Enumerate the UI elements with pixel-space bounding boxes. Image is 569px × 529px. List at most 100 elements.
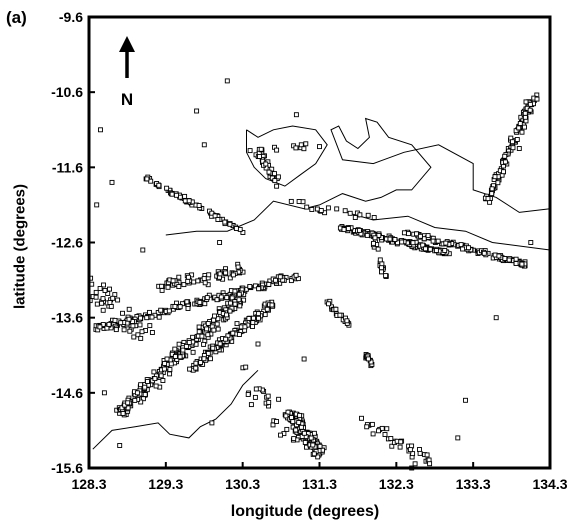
earthquake-point [235, 264, 241, 270]
earthquake-point [172, 346, 178, 352]
earthquake-point [152, 376, 158, 382]
earthquake-point [108, 303, 114, 309]
earthquake-point [293, 272, 299, 278]
earthquake-point [342, 208, 348, 214]
earthquake-point [153, 383, 159, 389]
earthquake-point [455, 435, 461, 441]
earthquake-point [300, 199, 306, 205]
earthquake-point [513, 256, 519, 262]
earthquake-point [182, 193, 188, 199]
earthquake-point [176, 274, 182, 280]
panel-label: (a) [6, 8, 27, 27]
earthquake-point [223, 270, 229, 276]
earthquake-point [495, 180, 501, 186]
earthquake-point [252, 394, 258, 400]
earthquake-point [232, 288, 238, 294]
earthquake-point [131, 334, 137, 340]
earthquake-point [502, 256, 508, 261]
earthquake-point [375, 246, 381, 252]
earthquake-point [255, 341, 261, 347]
earthquake-point [414, 231, 419, 237]
earthquake-point [100, 296, 106, 302]
earthquake-point [117, 443, 123, 448]
earthquake-point [118, 320, 124, 326]
earthquake-point [159, 287, 165, 293]
earthquake-point [142, 392, 148, 397]
earthquake-point [489, 191, 495, 197]
earthquake-point [149, 330, 155, 335]
x-tick-label: 130.3 [225, 476, 260, 492]
earthquake-point [463, 397, 468, 403]
y-tick-label: -14.6 [51, 385, 83, 401]
earthquake-point [528, 240, 534, 245]
coastline [346, 211, 551, 251]
earthquake-point [288, 198, 294, 204]
earthquake-point [193, 360, 199, 366]
earthquake-point [489, 186, 495, 192]
earthquake-point [214, 321, 220, 327]
earthquake-point [516, 125, 522, 131]
earthquake-point [301, 146, 307, 152]
earthquake-point [283, 413, 289, 419]
earthquake-point [205, 321, 211, 326]
earthquake-point [303, 141, 309, 147]
earthquake-point [144, 315, 150, 321]
earthquake-point [388, 436, 394, 441]
earthquake-point [252, 283, 258, 289]
plot-frame [87, 15, 552, 470]
earthquake-point [145, 379, 150, 384]
earthquake-point [177, 304, 183, 310]
earthquake-point [185, 278, 191, 284]
earthquake-point [365, 212, 371, 218]
coastline-layer [92, 117, 551, 450]
earthquake-point [308, 435, 314, 441]
earthquake-point [227, 308, 233, 314]
earthquake-point [311, 430, 317, 436]
earthquake-point [165, 284, 171, 290]
earthquake-point [407, 447, 413, 453]
earthquake-point [243, 364, 249, 370]
earthquake-point [266, 399, 272, 405]
earthquake-point [519, 129, 525, 135]
earthquake-point [293, 145, 299, 151]
earthquake-point [112, 317, 118, 323]
earthquake-point [427, 461, 433, 467]
earthquake-point [166, 308, 172, 314]
earthquake-point [382, 432, 388, 437]
earthquake-point [417, 233, 423, 239]
earthquake-point [297, 412, 303, 418]
earthquake-point [251, 315, 256, 321]
earthquake-point [309, 207, 315, 212]
earthquake-point [113, 327, 119, 333]
earthquake-point [272, 171, 277, 177]
earthquake-point [159, 283, 165, 289]
earthquake-point [158, 307, 164, 313]
earthquake-point [250, 320, 256, 326]
earthquake-point [215, 316, 221, 322]
earthquake-point [302, 440, 308, 445]
y-tick-label: -11.6 [52, 159, 83, 175]
earthquake-point [481, 250, 487, 256]
earthquake-point [106, 321, 112, 327]
earthquake-point [209, 420, 215, 426]
north-arrow-icon: N [119, 36, 135, 109]
earthquake-point [365, 356, 371, 362]
earthquake-point [210, 345, 216, 351]
earthquake-point [290, 419, 296, 425]
earthquake-point [140, 247, 146, 253]
earthquake-point [325, 205, 331, 211]
earthquake-point [138, 335, 144, 341]
earthquake-point [406, 231, 411, 237]
earthquake-point [147, 323, 153, 329]
earthquake-point [372, 235, 378, 241]
earthquake-point [356, 227, 362, 233]
earthquake-point [138, 399, 144, 405]
earthquake-point [430, 238, 436, 244]
earthquake-point [412, 461, 418, 467]
earthquake-point [425, 233, 431, 239]
earthquake-point [94, 301, 100, 307]
earthquake-point [423, 246, 428, 252]
earthquake-point [427, 246, 433, 252]
earthquake-point [204, 326, 210, 332]
